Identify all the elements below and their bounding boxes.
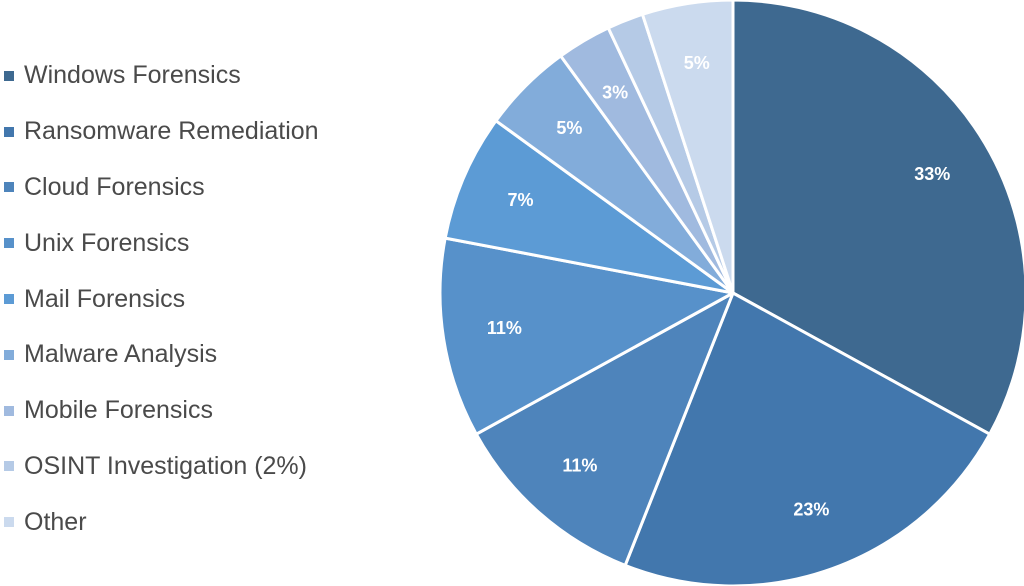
slice-data-label: 33% (914, 164, 950, 184)
pie-slice (640, 0, 735, 295)
pie-slice (731, 0, 1024, 436)
legend-swatch (4, 461, 14, 472)
legend-swatch (4, 294, 14, 305)
slice-data-label: 11% (487, 318, 522, 338)
legend-item: OSINT Investigation (2%) (0, 439, 400, 495)
legend: Windows Forensics Ransomware Remediation C… (0, 48, 400, 550)
legend-label: OSINT Investigation (2%) (24, 451, 307, 480)
legend-swatch (4, 238, 14, 249)
legend-label: Ransomware Remediation (24, 117, 319, 146)
legend-item: Other (0, 494, 400, 550)
legend-item: Ransomware Remediation (0, 104, 400, 160)
pie-slice (623, 291, 992, 586)
slice-data-label: 23% (793, 500, 829, 520)
legend-swatch (4, 405, 14, 416)
legend-label: Unix Forensics (24, 228, 190, 257)
legend-swatch (4, 126, 14, 137)
legend-item: Cloud Forensics (0, 160, 400, 216)
legend-label: Malware Analysis (24, 340, 218, 369)
legend-item: Unix Forensics (0, 215, 400, 271)
legend-label: Mail Forensics (24, 284, 186, 313)
legend-item: Mobile Forensics (0, 383, 400, 439)
legend-swatch (4, 517, 14, 528)
legend-swatch (4, 182, 14, 193)
legend-label: Mobile Forensics (24, 396, 213, 425)
slice-data-label: 5% (684, 53, 710, 73)
pie-slice (474, 291, 735, 567)
legend-item: Malware Analysis (0, 327, 400, 383)
legend-swatch (4, 349, 14, 360)
slice-data-label: 7% (508, 190, 534, 210)
legend-label: Windows Forensics (24, 61, 241, 90)
pie-slice (443, 119, 735, 295)
slice-data-label: 3% (602, 83, 628, 103)
pie-slice (438, 236, 735, 436)
slice-data-label: 5% (556, 118, 582, 138)
legend-swatch (4, 70, 14, 81)
legend-label: Other (24, 507, 87, 536)
legend-label: Cloud Forensics (24, 172, 205, 201)
legend-item: Windows Forensics (0, 48, 400, 104)
legend-item: Mail Forensics (0, 271, 400, 327)
slice-data-label: 11% (562, 455, 597, 475)
